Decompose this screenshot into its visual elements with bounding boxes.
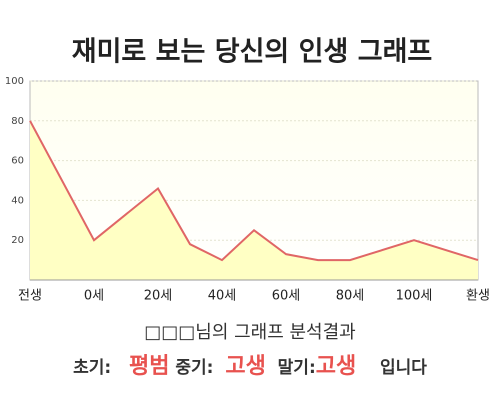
- line: [29, 120, 479, 262]
- x-tick-label: 0세: [84, 289, 104, 304]
- x-tick-label: 80세: [336, 289, 365, 304]
- x-tick-label: 20세: [144, 289, 173, 304]
- label: 초기:: [73, 358, 112, 378]
- label: 말기:: [277, 358, 316, 378]
- result-line: 초기: 평범 중기: 고생 말기:고생 입니다: [0, 348, 500, 380]
- result-heading: □□□님의 그래프 분석결과: [144, 322, 356, 343]
- verdict: 평범: [129, 354, 170, 379]
- y-tick-label: 20: [11, 235, 24, 246]
- verdict: 고생: [225, 354, 266, 379]
- chart-title: 재미로 보는 당신의 인생 그래프: [72, 37, 433, 68]
- ending: 입니다: [379, 358, 427, 378]
- area: [30, 120, 478, 280]
- x-tick-label: 환생: [466, 289, 490, 304]
- verdict: 고생: [315, 354, 357, 379]
- y-tick-label: 40: [11, 195, 24, 206]
- x-tick-label: 100세: [396, 289, 433, 304]
- y-tick-label: 60: [11, 156, 24, 167]
- y-tick-label: 80: [11, 116, 24, 127]
- x-tick-label: 40세: [208, 289, 237, 304]
- x-tick-label: 전생: [18, 289, 42, 304]
- x-tick-label: 60세: [272, 289, 301, 304]
- y-tick-label: 100: [5, 76, 24, 87]
- label: 중기:: [175, 358, 214, 378]
- chart: 재미로 보는 당신의 인생 그래프 20 40 60 80 100 전생 0세 20세 40세 6…: [5, 37, 490, 304]
